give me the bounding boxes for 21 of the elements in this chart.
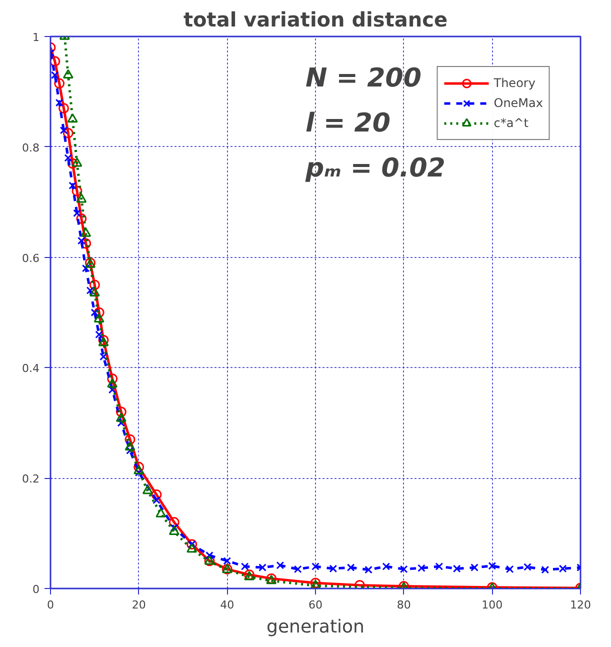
x-tick-label: 100 (482, 598, 503, 612)
y-tick-label: 0.6 (22, 252, 40, 265)
annotation: l = 20 (306, 108, 390, 138)
annotation: pₘ = 0.02 (304, 154, 446, 184)
y-tick-label: 0.4 (22, 362, 40, 376)
legend-label: c*a^t (494, 116, 528, 130)
annotation: N = 200 (306, 64, 422, 94)
y-tick-label: 0 (32, 583, 40, 596)
chart-title: total variation distance (183, 8, 448, 32)
y-tick-label: 1 (32, 31, 40, 44)
y-tick-label: 0.2 (22, 472, 40, 486)
x-axis-title: generation (266, 616, 364, 638)
x-tick-label: 120 (570, 598, 591, 612)
legend-label: OneMax (494, 96, 543, 110)
x-tick-label: 60 (308, 598, 322, 612)
x-tick-label: 40 (220, 598, 234, 612)
x-tick-label: 20 (132, 598, 146, 612)
x-tick-label: 0 (47, 598, 54, 612)
x-tick-label: 80 (396, 598, 411, 612)
y-tick-label: 0.8 (22, 141, 40, 154)
legend-label: Theory (494, 76, 536, 90)
